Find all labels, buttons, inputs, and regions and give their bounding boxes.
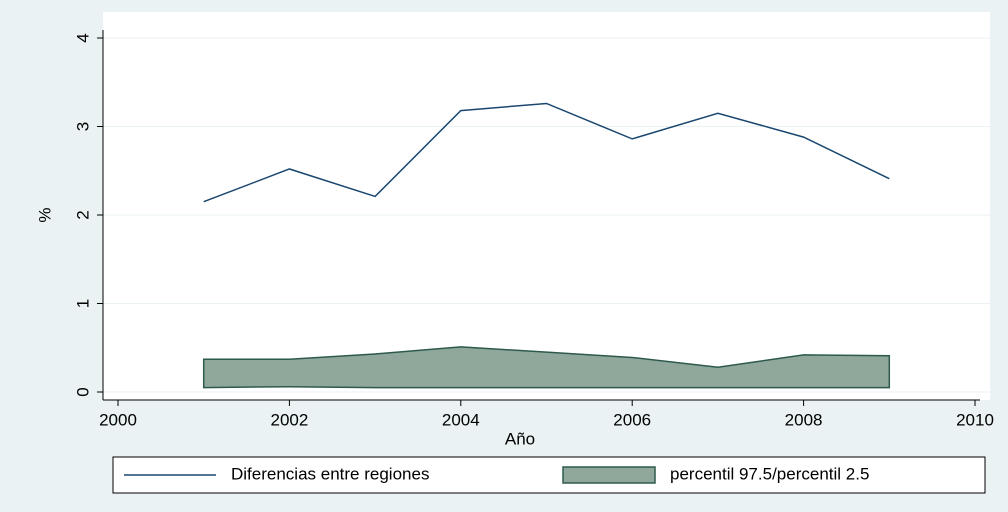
x-tick-label: 2010 — [956, 410, 994, 429]
legend-swatch — [562, 466, 656, 484]
y-tick-label: 3 — [73, 122, 92, 131]
y-tick-label: 1 — [73, 299, 92, 308]
y-tick-label: 4 — [73, 33, 92, 42]
y-tick-label: 2 — [73, 210, 92, 219]
x-axis-label: Año — [505, 429, 535, 448]
x-tick-label: 2006 — [613, 410, 651, 429]
y-axis-label: % — [35, 207, 54, 222]
legend-label: Diferencias entre regiones — [231, 464, 429, 483]
plot-area — [103, 12, 990, 400]
x-tick-label: 2004 — [442, 410, 480, 429]
x-tick-label: 2002 — [270, 410, 308, 429]
legend — [112, 456, 986, 494]
x-tick-label: 2008 — [785, 410, 823, 429]
legend-label: percentil 97.5/percentil 2.5 — [670, 464, 869, 483]
data-line — [203, 102, 890, 203]
x-tick-label: 2000 — [99, 410, 137, 429]
y-tick-label: 0 — [73, 387, 92, 396]
range-area — [202, 346, 891, 389]
